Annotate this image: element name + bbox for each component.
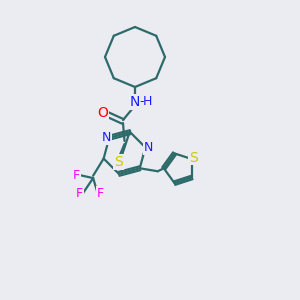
Text: O: O [98, 106, 108, 119]
Text: H: H [142, 95, 152, 108]
Text: -: - [140, 95, 144, 108]
Text: S: S [114, 155, 123, 169]
Text: S: S [189, 151, 198, 165]
Text: F: F [73, 169, 80, 182]
Text: N: N [101, 131, 111, 144]
Text: N: N [130, 95, 140, 109]
Text: N: N [144, 141, 153, 154]
Text: F: F [97, 187, 104, 200]
Text: F: F [76, 187, 83, 200]
